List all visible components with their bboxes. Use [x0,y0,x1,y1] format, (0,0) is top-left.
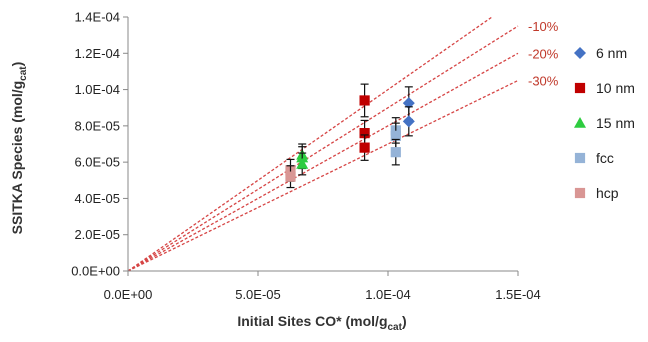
y-tick-label: 1.2E-04 [74,46,120,61]
data-point [402,115,415,128]
legend-label: 10 nm [596,80,635,96]
axes [123,16,519,276]
legend: 6 nm 10 nm 15 nm fcc hcp [574,45,635,201]
legend-marker [574,82,586,94]
data-point [390,147,401,158]
reference-line [127,16,493,272]
legend-marker [574,187,586,199]
data-point [390,130,401,141]
y-tick-label: 1.4E-04 [74,10,120,25]
y-tick-label: 4.0E-05 [74,191,120,206]
legend-label: 15 nm [596,115,635,131]
data-point [359,128,370,139]
x-tick-label: 1.5E-04 [495,287,541,302]
data-points [285,83,415,189]
data-point [285,171,296,182]
x-tick-label: 5.0E-05 [235,287,281,302]
tick-labels: 0.0E+00 2.0E-05 4.0E-05 6.0E-05 8.0E-05 1.0E-… [71,10,541,303]
y-tick-label: 1.0E-04 [74,82,120,97]
x-axis-title: Initial Sites CO* (mol/gcat) [237,313,406,333]
reference-line-label: -20% [528,46,559,61]
x-tick-label: 1.0E-04 [365,287,411,302]
y-axis-title: SSITKA Species (mol/gcat) [9,62,29,235]
legend-marker [574,47,586,59]
y-tick-label: 8.0E-05 [74,118,120,133]
reference-line-label: -30% [528,74,559,89]
y-tick-label: 0.0E+00 [71,264,120,279]
legend-label: 6 nm [596,45,627,61]
reference-line [127,79,519,272]
legend-label: fcc [596,150,614,166]
legend-label: hcp [596,185,619,201]
x-tick-label: 0.0E+00 [104,287,153,302]
legend-marker [574,117,586,128]
y-tick-label: 2.0E-05 [74,227,120,242]
data-point [402,97,415,110]
legend-marker [574,152,586,164]
reference-line [127,52,519,272]
reference-line-label: -10% [528,19,559,34]
reference-line [127,25,519,272]
data-point [296,157,309,169]
reference-lines: -10% -20% -30% [127,16,559,272]
data-point [359,95,370,106]
data-point [359,142,370,153]
y-tick-label: 6.0E-05 [74,155,120,170]
